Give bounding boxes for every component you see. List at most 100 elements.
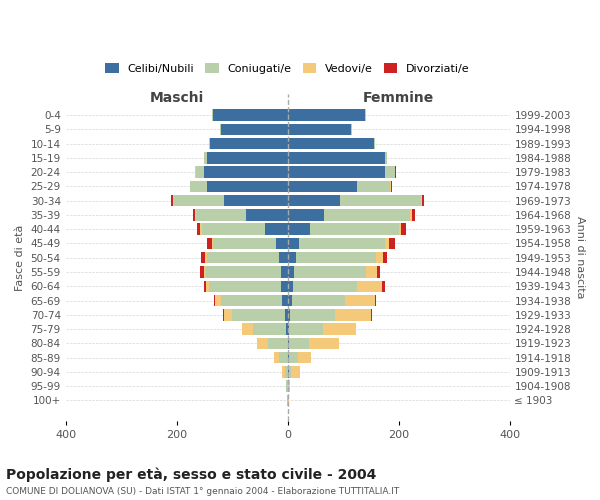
Bar (265, 224, 287, 235)
Bar (287, 152, 385, 164)
Y-axis label: Anni di nascita: Anni di nascita (575, 216, 585, 299)
Bar (371, 309, 373, 320)
Bar (209, 280, 281, 292)
Bar (206, 280, 209, 292)
Bar (287, 110, 365, 120)
Text: COMUNE DI DOLIANOVA (SU) - Dati ISTAT 1° gennaio 2004 - Elaborazione TUTTITALIA.: COMUNE DI DOLIANOVA (SU) - Dati ISTAT 1°… (6, 488, 399, 496)
Bar (323, 209, 410, 220)
Bar (391, 180, 392, 192)
Bar (205, 152, 207, 164)
Bar (335, 309, 371, 320)
Bar (281, 280, 287, 292)
Bar (224, 309, 232, 320)
Bar (207, 152, 287, 164)
Bar (290, 309, 335, 320)
Bar (220, 124, 221, 135)
Legend: Celibi/Nubili, Coniugati/e, Vedovi/e, Divorziati/e: Celibi/Nubili, Coniugati/e, Vedovi/e, Di… (100, 58, 475, 80)
Text: Maschi: Maschi (149, 91, 204, 105)
Bar (287, 238, 299, 249)
Bar (285, 309, 287, 320)
Bar (357, 180, 390, 192)
Bar (412, 209, 415, 220)
Bar (174, 195, 224, 206)
Bar (294, 266, 367, 278)
Bar (242, 324, 253, 335)
Bar (196, 166, 205, 178)
Bar (299, 238, 385, 249)
Text: Popolazione per età, sesso e stato civile - 2004: Popolazione per età, sesso e stato civil… (6, 468, 376, 482)
Bar (202, 224, 265, 235)
Bar (215, 295, 221, 306)
Bar (289, 352, 298, 364)
Bar (287, 338, 289, 349)
Bar (210, 138, 287, 149)
Bar (253, 324, 286, 335)
Bar (285, 366, 287, 378)
Bar (274, 352, 279, 364)
Bar (246, 209, 287, 220)
Bar (287, 366, 289, 378)
Bar (205, 166, 287, 178)
Bar (421, 195, 422, 206)
Bar (310, 224, 398, 235)
Bar (376, 252, 383, 264)
Bar (209, 138, 210, 149)
Bar (207, 238, 212, 249)
Bar (401, 224, 406, 235)
Bar (190, 180, 207, 192)
Bar (287, 180, 357, 192)
Bar (221, 295, 282, 306)
Bar (398, 224, 401, 235)
Bar (287, 166, 385, 178)
Bar (292, 295, 345, 306)
Bar (377, 266, 380, 278)
Bar (289, 366, 292, 378)
Bar (289, 380, 290, 392)
Bar (282, 295, 287, 306)
Bar (389, 238, 395, 249)
Bar (385, 152, 388, 164)
Bar (289, 338, 308, 349)
Bar (207, 180, 287, 192)
Bar (287, 209, 323, 220)
Bar (288, 380, 289, 392)
Bar (383, 252, 388, 264)
Bar (279, 252, 287, 264)
Bar (287, 309, 290, 320)
Bar (212, 238, 277, 249)
Bar (221, 124, 287, 135)
Bar (365, 110, 367, 120)
Bar (206, 266, 281, 278)
Bar (375, 295, 376, 306)
Bar (196, 209, 246, 220)
Bar (224, 195, 287, 206)
Bar (282, 366, 285, 378)
Bar (223, 309, 224, 320)
Bar (385, 166, 395, 178)
Text: Femmine: Femmine (363, 91, 434, 105)
Bar (200, 266, 205, 278)
Bar (410, 209, 412, 220)
Bar (345, 295, 375, 306)
Bar (382, 280, 385, 292)
Bar (286, 324, 287, 335)
Bar (205, 266, 206, 278)
Bar (287, 324, 289, 335)
Bar (286, 380, 287, 392)
Y-axis label: Fasce di età: Fasce di età (15, 224, 25, 291)
Bar (200, 224, 202, 235)
Bar (232, 309, 285, 320)
Bar (298, 352, 311, 364)
Bar (292, 366, 300, 378)
Bar (205, 252, 207, 264)
Bar (287, 252, 296, 264)
Bar (257, 338, 268, 349)
Bar (385, 238, 389, 249)
Bar (357, 280, 382, 292)
Bar (293, 280, 357, 292)
Bar (296, 252, 376, 264)
Bar (422, 195, 424, 206)
Bar (171, 195, 173, 206)
Bar (367, 266, 377, 278)
Bar (204, 280, 206, 292)
